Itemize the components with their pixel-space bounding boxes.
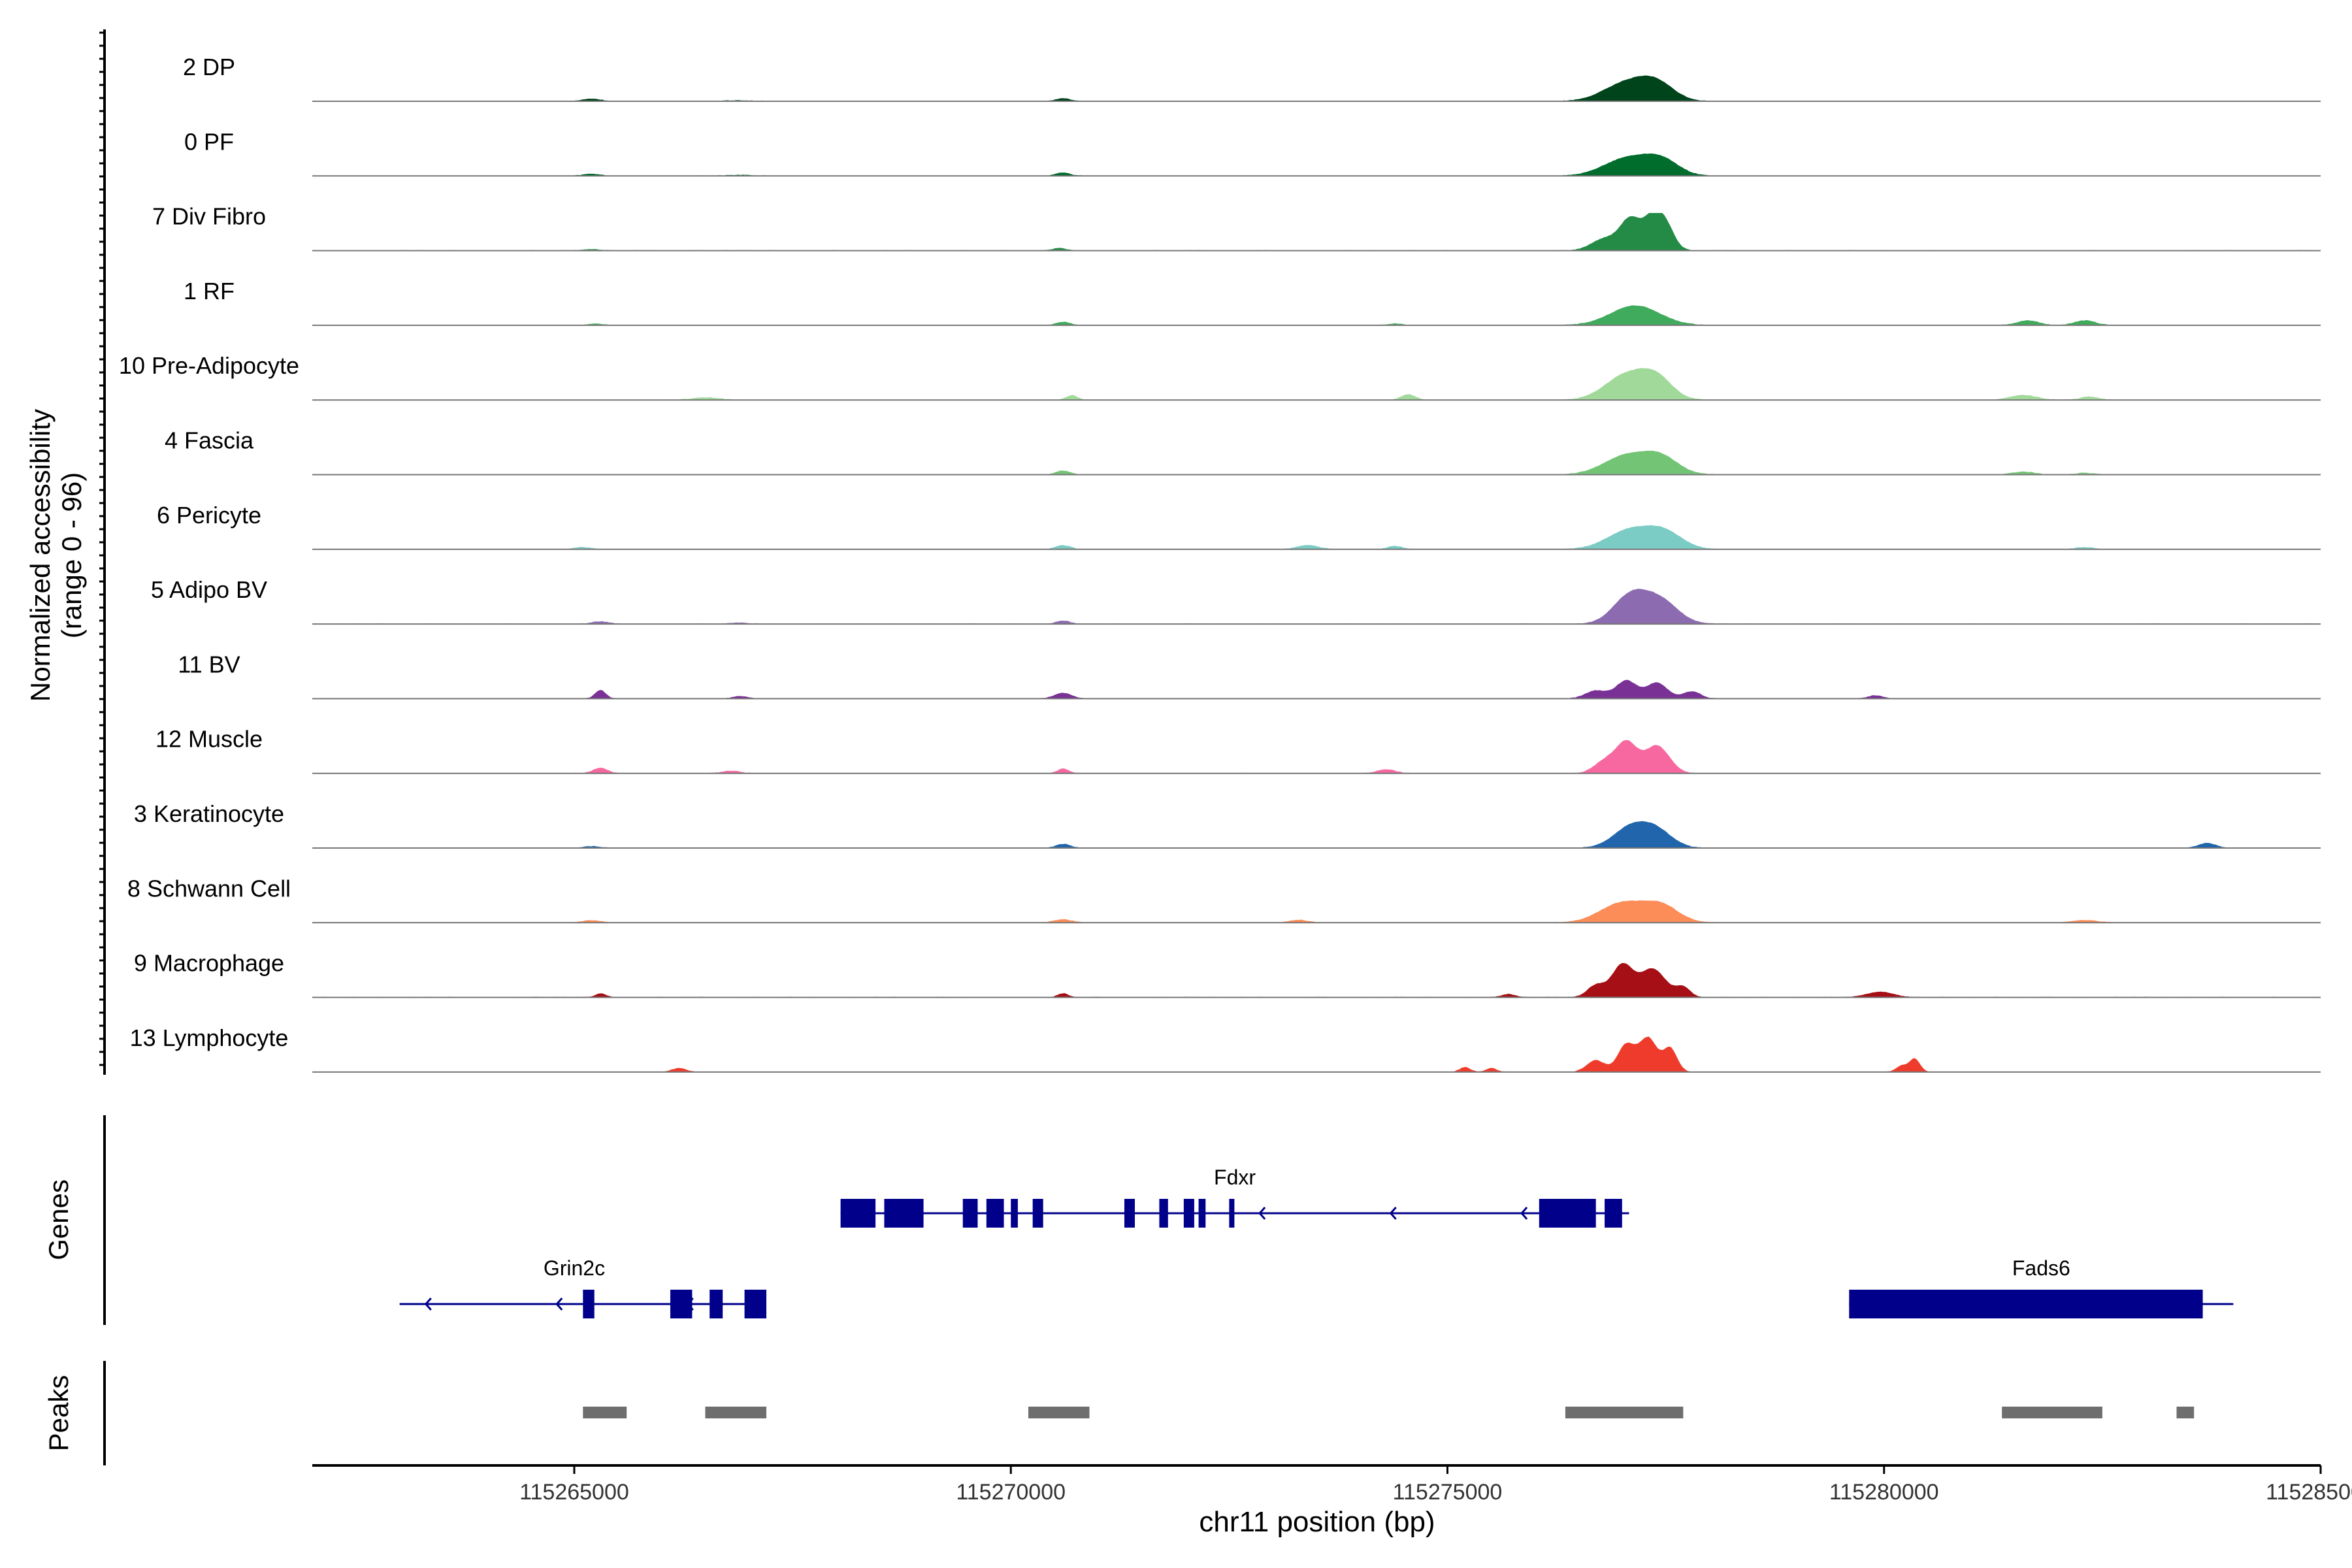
track-area xyxy=(312,1036,2321,1072)
gene-label: Fads6 xyxy=(2012,1256,2070,1280)
strand-arrow xyxy=(1258,1207,1266,1220)
gene: Fads6 xyxy=(1849,1256,2234,1318)
exon xyxy=(1849,1290,2203,1318)
y-axis-label-line2: (range 0 - 96) xyxy=(56,472,87,638)
track-label: 7 Div Fibro xyxy=(152,203,266,230)
track-area xyxy=(312,75,2321,101)
peak-region xyxy=(1565,1407,1684,1418)
track: 8 Schwann Cell xyxy=(127,875,2321,924)
exon xyxy=(744,1290,766,1318)
track: 6 Pericyte xyxy=(157,502,2321,550)
exon xyxy=(710,1290,723,1318)
track: 7 Div Fibro xyxy=(152,203,2321,252)
exon xyxy=(962,1199,978,1228)
track-label: 5 Adipo BV xyxy=(151,576,267,603)
peak-region xyxy=(2002,1407,2102,1418)
exon xyxy=(1159,1199,1168,1228)
exon xyxy=(1198,1199,1206,1228)
y-axis xyxy=(99,29,106,1075)
gene: Grin2c xyxy=(399,1256,766,1318)
exon xyxy=(1605,1199,1622,1228)
track-label: 11 BV xyxy=(178,651,240,678)
track-label: 12 Muscle xyxy=(155,726,263,753)
exon xyxy=(884,1199,924,1228)
strand-arrow xyxy=(424,1298,432,1311)
track-area xyxy=(312,740,2321,774)
y-axis-label-line1: Normalized accessibility xyxy=(25,409,56,702)
x-tick-label: 115270000 xyxy=(956,1480,1066,1505)
exon xyxy=(1229,1199,1235,1228)
strand-arrow xyxy=(555,1298,563,1311)
gene: Fdxr xyxy=(840,1166,1629,1228)
track: 2 DP xyxy=(183,54,2321,102)
track: 11 BV xyxy=(178,651,2321,700)
exon xyxy=(1124,1199,1135,1228)
peak-region xyxy=(2176,1407,2195,1418)
peak-regions xyxy=(583,1407,2195,1418)
track-label: 9 Macrophage xyxy=(134,950,284,977)
track-label: 1 RF xyxy=(184,278,235,304)
track-label: 13 Lymphocyte xyxy=(130,1024,289,1051)
strand-arrow xyxy=(1389,1207,1397,1220)
x-axis: 115265000 115270000 115275000 115280000 1152… xyxy=(312,1464,2352,1505)
track: 13 Lymphocyte xyxy=(130,1024,2321,1073)
track-label: 8 Schwann Cell xyxy=(127,875,291,902)
gene-annotations: Fdxr Grin2c Fads6 xyxy=(399,1166,2234,1318)
track: 12 Muscle xyxy=(155,726,2321,774)
track-area xyxy=(312,589,2321,625)
x-tick-label: 115285000 xyxy=(2266,1480,2352,1505)
exon xyxy=(1183,1199,1194,1228)
track-label: 2 DP xyxy=(183,54,235,80)
track-label: 10 Pre-Adipocyte xyxy=(119,352,299,379)
track-area xyxy=(312,153,2321,176)
x-axis-label: chr11 position (bp) xyxy=(1199,1506,1435,1538)
track-area xyxy=(312,821,2321,848)
track: 1 RF xyxy=(184,278,2321,326)
track-area xyxy=(312,450,2321,475)
peak-region xyxy=(705,1407,766,1418)
y-axis-ticks xyxy=(99,31,105,1066)
exon xyxy=(1011,1199,1018,1228)
exon xyxy=(1032,1199,1043,1228)
track: 9 Macrophage xyxy=(134,950,2321,998)
track: 3 Keratinocyte xyxy=(134,800,2321,849)
x-tick-label: 115265000 xyxy=(519,1480,629,1505)
track-area xyxy=(312,368,2321,400)
track: 10 Pre-Adipocyte xyxy=(119,352,2321,401)
track-area xyxy=(312,305,2321,325)
peak-region xyxy=(583,1407,627,1418)
genes-panel-label: Genes xyxy=(43,1179,74,1260)
strand-arrow xyxy=(1520,1207,1528,1220)
track: 0 PF xyxy=(184,128,2321,177)
track-area xyxy=(312,213,2321,251)
peak-region xyxy=(1028,1407,1090,1418)
gene-label: Grin2c xyxy=(544,1256,605,1280)
track: 4 Fascia xyxy=(165,427,2321,476)
track: 5 Adipo BV xyxy=(151,576,2321,625)
exon xyxy=(670,1290,693,1318)
track-area xyxy=(312,679,2321,699)
exon xyxy=(986,1199,1004,1228)
x-tick-label: 115275000 xyxy=(1393,1480,1503,1505)
coverage-tracks: 2 DP 0 PF 7 Div Fibro 1 RF 10 Pre-Adipocyte 4… xyxy=(119,54,2321,1073)
peaks-panel-label: Peaks xyxy=(43,1375,74,1452)
exon xyxy=(583,1290,595,1318)
gene-label: Fdxr xyxy=(1214,1166,1256,1189)
track-label: 6 Pericyte xyxy=(157,502,261,529)
track-area xyxy=(312,963,2321,998)
exon xyxy=(840,1199,876,1228)
x-tick-label: 115280000 xyxy=(1829,1480,1939,1505)
track-area xyxy=(312,900,2321,923)
track-label: 4 Fascia xyxy=(165,427,254,454)
track-label: 0 PF xyxy=(184,128,234,155)
exon xyxy=(1539,1199,1596,1228)
track-label: 3 Keratinocyte xyxy=(134,800,284,827)
track-area xyxy=(312,525,2321,549)
